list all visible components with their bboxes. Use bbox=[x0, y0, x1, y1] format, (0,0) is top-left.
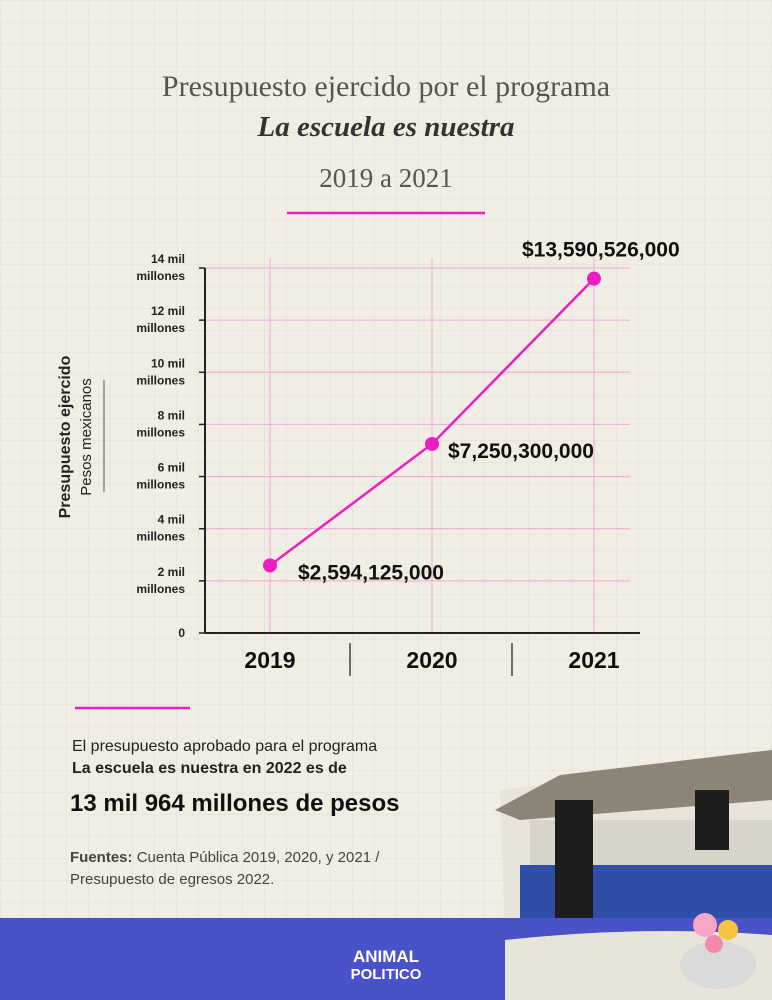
logo: POLITICO bbox=[351, 966, 422, 983]
tick-line: millones bbox=[136, 321, 185, 335]
period: 2019 a 2021 bbox=[319, 163, 452, 193]
y-tick-label: 2 mil millones bbox=[136, 565, 185, 596]
y-axis-title: Presupuesto ejercido Pesos mexicanos bbox=[57, 355, 95, 518]
note-highlight: 13 mil 964 millones de pesos bbox=[70, 790, 399, 817]
note-line: La escuela es nuestra en 2022 es de bbox=[72, 760, 347, 777]
sources-text: Cuenta Pública 2019, 2020, y 2021 / bbox=[137, 849, 381, 866]
plot: 0 2 mil millones 4 mil millones 6 mil millones… bbox=[136, 239, 680, 676]
tick-line: millones bbox=[136, 582, 185, 596]
flower bbox=[705, 935, 723, 953]
x-tick-label: 2021 bbox=[568, 647, 619, 673]
sources: Fuentes: Cuenta Pública 2019, 2020, y 20… bbox=[70, 849, 380, 866]
sources-text: Presupuesto de egresos 2022. bbox=[70, 871, 274, 888]
tick-line: millones bbox=[136, 373, 185, 387]
y-tick-label: 8 mil millones bbox=[136, 408, 185, 439]
chart-subtitle: La escuela es nuestra bbox=[257, 111, 515, 143]
tick-line: millones bbox=[136, 269, 185, 283]
tick-line: 12 mil bbox=[151, 304, 185, 318]
data-label: $7,250,300,000 bbox=[448, 440, 594, 463]
tick-line: 6 mil bbox=[158, 461, 185, 475]
tick-line: millones bbox=[136, 478, 185, 492]
sources-label: Fuentes: bbox=[70, 849, 133, 866]
window bbox=[695, 790, 729, 850]
flower bbox=[718, 920, 738, 940]
data-label: $13,590,526,000 bbox=[522, 239, 680, 262]
y-label: Presupuesto ejercido bbox=[57, 355, 74, 518]
y-tick-label: 4 mil millones bbox=[136, 513, 185, 544]
door bbox=[555, 800, 593, 940]
logo: ANIMAL bbox=[353, 947, 419, 966]
chart-title: Presupuesto ejercido por el programa bbox=[162, 70, 610, 103]
x-tick-label: 2020 bbox=[406, 647, 457, 673]
bucket bbox=[680, 941, 756, 989]
y-tick-label: 10 mil millones bbox=[136, 356, 185, 387]
y-tick-label: 0 bbox=[178, 626, 185, 640]
y-sublabel: Pesos mexicanos bbox=[78, 378, 95, 496]
note-line: El presupuesto aprobado para el programa bbox=[72, 738, 377, 755]
flower bbox=[693, 913, 717, 937]
tick-line: millones bbox=[136, 425, 185, 439]
y-tick-label: 6 mil millones bbox=[136, 461, 185, 492]
point bbox=[587, 271, 601, 286]
tick-line: 2 mil bbox=[158, 565, 185, 579]
tick-line: 10 mil bbox=[151, 356, 185, 370]
y-tick-label: 12 mil millones bbox=[136, 304, 185, 335]
data-label: $2,594,125,000 bbox=[298, 561, 444, 584]
tick-line: 4 mil bbox=[158, 513, 185, 527]
x-tick-label: 2019 bbox=[244, 647, 295, 673]
point bbox=[263, 558, 277, 573]
tick-line: millones bbox=[136, 530, 185, 544]
tick-line: 14 mil bbox=[151, 252, 185, 266]
point bbox=[425, 436, 439, 451]
tick-line: 8 mil bbox=[158, 408, 185, 422]
y-tick-label: 14 mil millones bbox=[136, 252, 185, 283]
